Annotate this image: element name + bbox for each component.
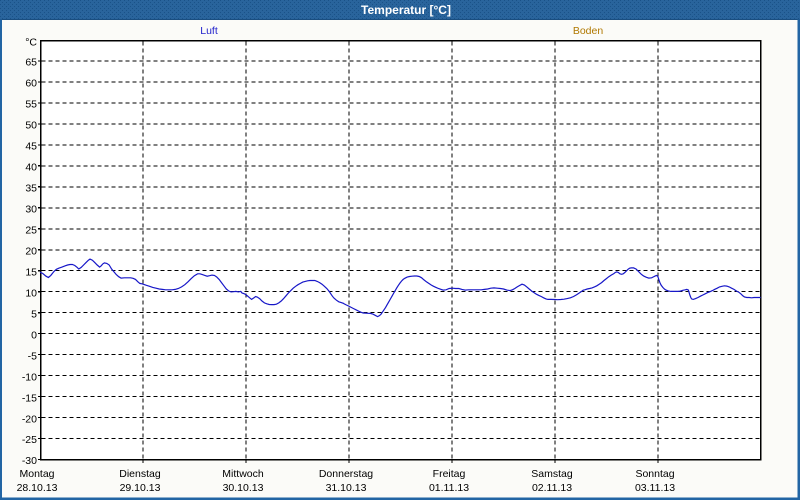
svg-text:03.11.13: 03.11.13 (635, 482, 675, 494)
svg-text:-15: -15 (22, 392, 37, 404)
svg-text:Luft: Luft (200, 25, 218, 37)
svg-text:5: 5 (31, 308, 37, 320)
svg-text:Montag: Montag (19, 468, 54, 480)
svg-text:20: 20 (25, 246, 37, 258)
svg-text:60: 60 (25, 78, 37, 90)
svg-text:30: 30 (25, 204, 37, 216)
svg-text:02.11.13: 02.11.13 (532, 482, 572, 494)
svg-text:45: 45 (25, 141, 37, 153)
svg-text:0: 0 (31, 329, 37, 341)
svg-text:50: 50 (25, 120, 37, 132)
svg-text:Samstag: Samstag (531, 468, 573, 480)
svg-text:°C: °C (25, 37, 37, 49)
svg-text:Sonntag: Sonntag (635, 468, 674, 480)
svg-text:30.10.13: 30.10.13 (223, 482, 264, 494)
svg-text:10: 10 (25, 287, 37, 299)
svg-text:-5: -5 (28, 350, 37, 362)
svg-text:28.10.13: 28.10.13 (17, 482, 58, 494)
svg-text:15: 15 (25, 266, 37, 278)
svg-text:Dienstag: Dienstag (119, 468, 161, 480)
svg-text:55: 55 (25, 99, 37, 111)
svg-text:65: 65 (25, 57, 37, 69)
svg-text:Donnerstag: Donnerstag (319, 468, 373, 480)
svg-text:Freitag: Freitag (433, 468, 466, 480)
svg-text:Temperatur [°C]: Temperatur [°C] (361, 3, 451, 17)
svg-text:-10: -10 (22, 371, 37, 383)
svg-text:25: 25 (25, 225, 37, 237)
svg-text:31.10.13: 31.10.13 (326, 482, 367, 494)
svg-text:01.11.13: 01.11.13 (429, 482, 469, 494)
svg-text:-25: -25 (22, 434, 37, 446)
svg-text:Boden: Boden (573, 25, 604, 37)
svg-text:29.10.13: 29.10.13 (120, 482, 161, 494)
svg-text:-30: -30 (22, 455, 37, 467)
svg-text:35: 35 (25, 183, 37, 195)
svg-text:-20: -20 (22, 413, 37, 425)
svg-text:40: 40 (25, 162, 37, 174)
svg-text:Mittwoch: Mittwoch (222, 468, 264, 480)
